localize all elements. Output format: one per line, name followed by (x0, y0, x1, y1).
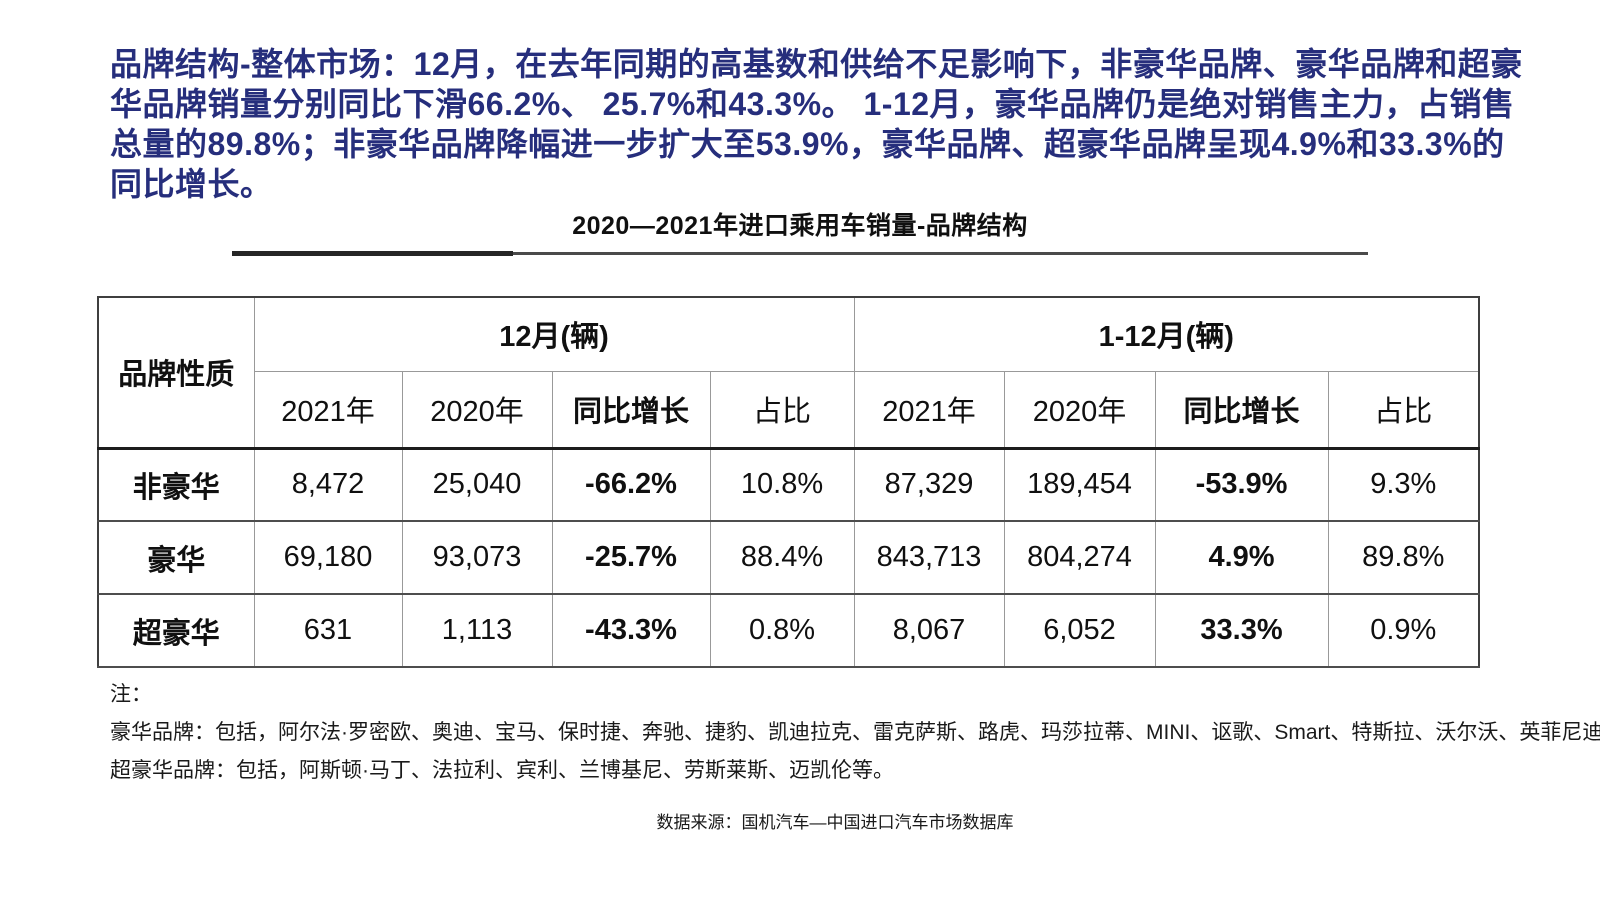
table-cell: 25,040 (401, 447, 553, 522)
col-header-dec-2020: 2020年 (401, 370, 553, 450)
table-cell-yoy: -43.3% (551, 593, 711, 668)
col-header-dec-share: 占比 (709, 370, 855, 450)
table-cell: 843,713 (853, 520, 1005, 595)
table-row-super-luxury: 超豪华 631 1,113 -43.3% 0.8% 8,067 6,052 33… (97, 593, 1480, 668)
table-cell: 631 (253, 593, 403, 668)
col-header-dec-2021: 2021年 (253, 370, 403, 450)
table-cell: 1,113 (401, 593, 553, 668)
footnotes: 注： 豪华品牌：包括，阿尔法·罗密欧、奥迪、宝马、保时捷、奔驰、捷豹、凯迪拉克、… (110, 676, 1600, 790)
col-header-dec-yoy: 同比增长 (551, 370, 711, 450)
data-source-caption: 数据来源：国机汽车—中国进口汽车市场数据库 (656, 813, 1014, 832)
group-header-december: 12月(辆) (253, 296, 855, 372)
table-cell-yoy: -66.2% (551, 447, 711, 522)
table-cell: 69,180 (253, 520, 403, 595)
table-cell-yoy: -25.7% (551, 520, 711, 595)
title-underline-left-segment (232, 251, 513, 256)
table-cell: 89.8% (1327, 520, 1480, 595)
title-underline-right-segment (513, 252, 1368, 255)
table-cell: 6,052 (1003, 593, 1156, 668)
table-title-block: 2020—2021年进口乘用车销量-品牌结构 (232, 206, 1368, 256)
table-cell: 8,067 (853, 593, 1005, 668)
table-cell: 9.3% (1327, 447, 1480, 522)
brand-structure-table: 品牌性质 12月(辆) 1-12月(辆) 2021年 2020年 同比增长 占比… (97, 296, 1481, 668)
group-header-ytd: 1-12月(辆) (853, 296, 1480, 372)
note-label: 注： (110, 683, 152, 706)
table-cell: 189,454 (1003, 447, 1156, 522)
table-row-luxury: 豪华 69,180 93,073 -25.7% 88.4% 843,713 80… (97, 520, 1480, 595)
col-header-ytd-2020: 2020年 (1003, 370, 1156, 450)
headline-paragraph: 品牌结构-整体市场：12月，在去年同期的高基数和供给不足影响下，非豪华品牌、豪华… (110, 46, 1523, 202)
col-header-ytd-yoy: 同比增长 (1154, 370, 1329, 450)
table-row-non-luxury: 非豪华 8,472 25,040 -66.2% 10.8% 87,329 189… (97, 447, 1480, 522)
note-super-luxury-brands: 超豪华品牌：包括，阿斯顿·马丁、法拉利、宾利、兰博基尼、劳斯莱斯、迈凯伦等。 (110, 759, 894, 782)
table-cell: 8,472 (253, 447, 403, 522)
table-cell: 0.9% (1327, 593, 1480, 668)
table-title: 2020—2021年进口乘用车销量-品牌结构 (572, 212, 1028, 240)
table-cell-yoy: -53.9% (1154, 447, 1329, 522)
note-luxury-brands: 豪华品牌：包括，阿尔法·罗密欧、奥迪、宝马、保时捷、奔驰、捷豹、凯迪拉克、雷克萨… (110, 721, 1600, 744)
corner-header: 品牌性质 (97, 296, 255, 450)
col-header-ytd-2021: 2021年 (853, 370, 1005, 450)
title-underline (232, 251, 1368, 256)
row-label-non-luxury: 非豪华 (97, 447, 255, 522)
table-cell-yoy: 33.3% (1154, 593, 1329, 668)
row-label-luxury: 豪华 (97, 520, 255, 595)
table-cell: 10.8% (709, 447, 855, 522)
table-cell: 0.8% (709, 593, 855, 668)
table-cell: 88.4% (709, 520, 855, 595)
table-cell: 93,073 (401, 520, 553, 595)
table-cell: 87,329 (853, 447, 1005, 522)
table-cell-yoy: 4.9% (1154, 520, 1329, 595)
table-cell: 804,274 (1003, 520, 1156, 595)
row-label-super-luxury: 超豪华 (97, 593, 255, 668)
col-header-ytd-share: 占比 (1327, 370, 1480, 450)
